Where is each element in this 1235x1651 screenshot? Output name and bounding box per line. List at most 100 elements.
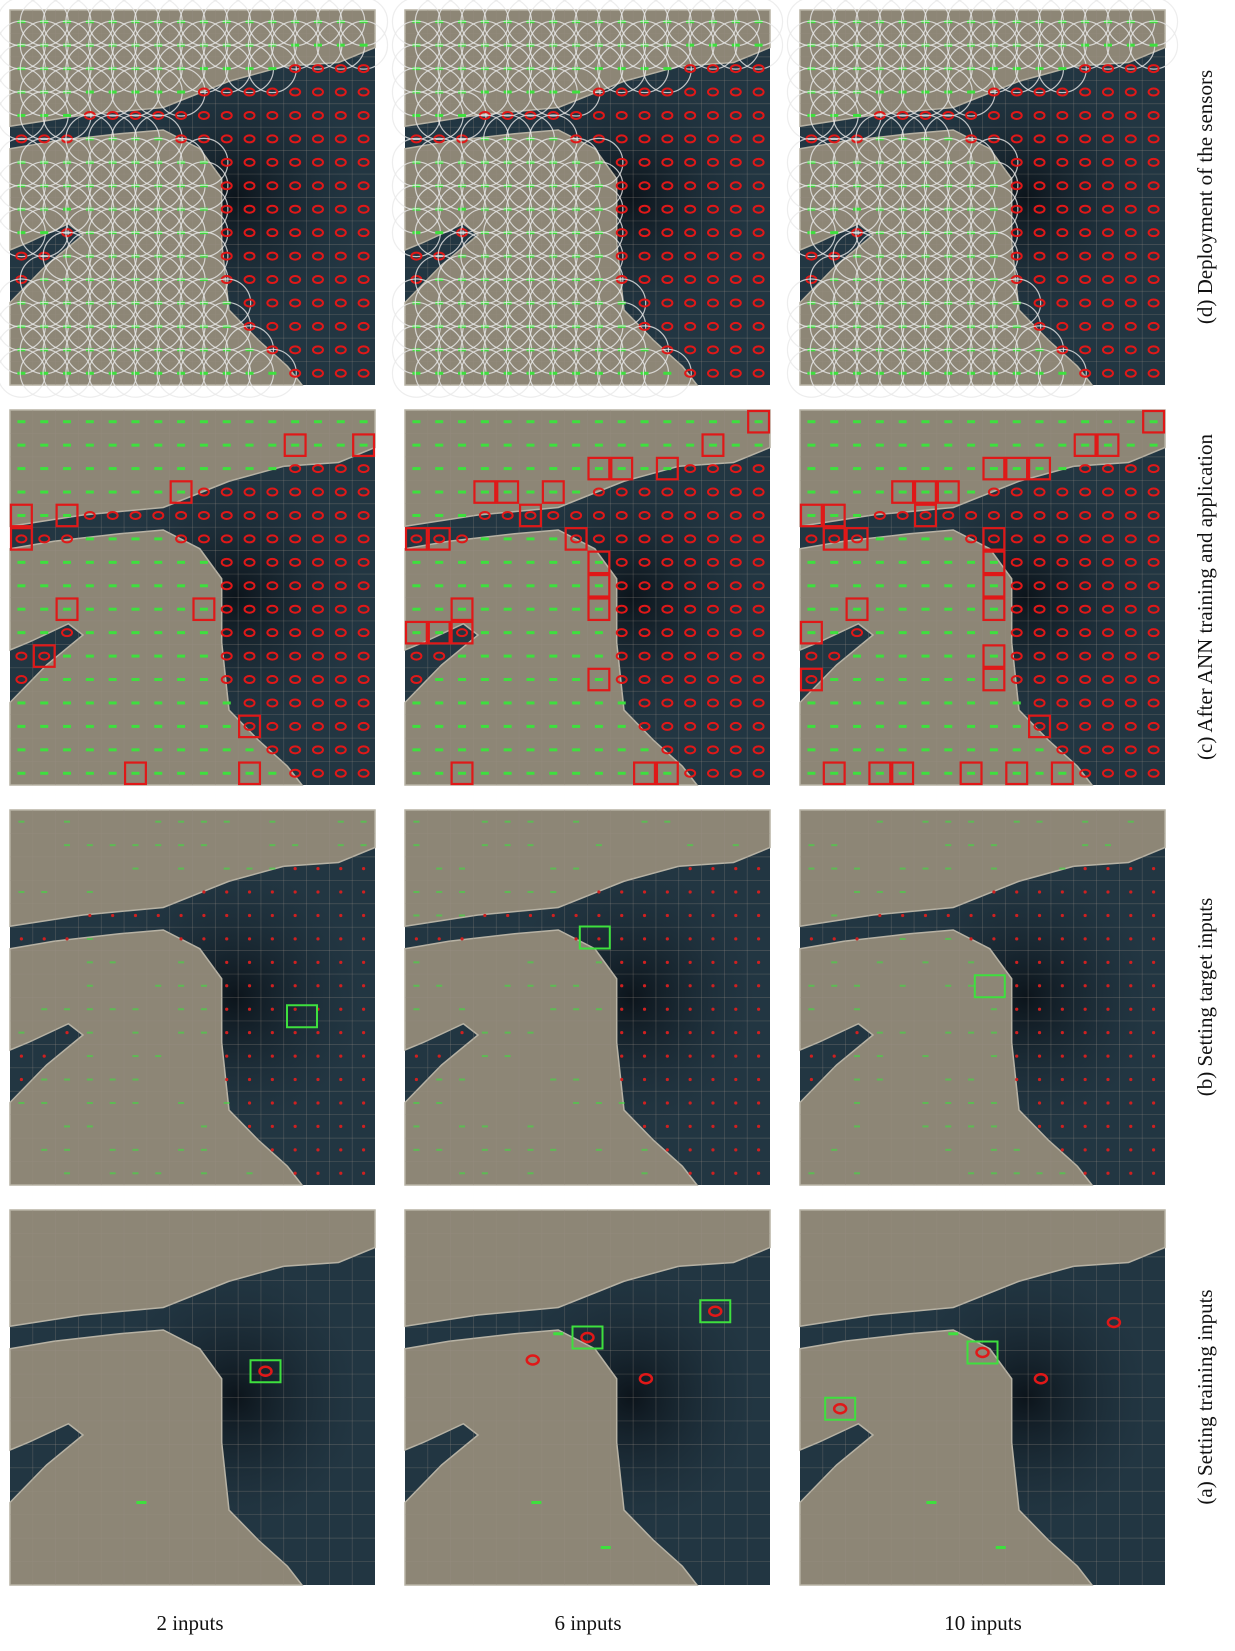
water-node xyxy=(1079,604,1092,614)
water-node xyxy=(357,721,370,731)
water-node xyxy=(289,368,302,378)
water-node xyxy=(729,628,742,638)
land-node xyxy=(360,844,367,847)
water-node xyxy=(243,204,256,214)
water-node xyxy=(684,557,697,567)
water-node xyxy=(1147,768,1160,778)
land-node xyxy=(572,771,581,775)
land-node xyxy=(436,1101,443,1104)
land-node xyxy=(412,420,421,424)
water-node xyxy=(243,157,256,167)
land-node xyxy=(132,1078,139,1081)
water-node xyxy=(592,110,605,120)
land-node xyxy=(108,560,117,564)
water-node xyxy=(734,984,738,988)
water-node xyxy=(334,368,347,378)
sensor xyxy=(268,67,277,71)
water-node xyxy=(756,1077,761,1082)
land-node xyxy=(898,631,907,635)
water-node xyxy=(665,1054,669,1058)
land-node xyxy=(459,1125,466,1128)
sensor xyxy=(222,371,231,375)
water-node xyxy=(684,134,697,144)
misclassified xyxy=(1005,456,1029,481)
water-node xyxy=(152,510,165,520)
water-node xyxy=(311,275,324,285)
land-node xyxy=(480,631,489,635)
sensor xyxy=(268,371,277,375)
land-node xyxy=(480,607,489,611)
sensor xyxy=(853,371,862,375)
water-node xyxy=(1147,628,1160,638)
land-node xyxy=(526,678,535,682)
sensor xyxy=(967,371,976,375)
land-node xyxy=(594,678,603,682)
water-node xyxy=(270,937,274,941)
training-water xyxy=(708,1305,723,1317)
water-node xyxy=(873,510,886,520)
water-node xyxy=(1015,984,1019,988)
land-node xyxy=(108,584,117,588)
land-node xyxy=(223,1101,230,1104)
water-node xyxy=(247,984,252,988)
water-node xyxy=(1079,368,1092,378)
water-node xyxy=(334,275,347,285)
water-node xyxy=(220,510,233,520)
land-node xyxy=(177,724,186,728)
land-node xyxy=(108,443,117,447)
land-node xyxy=(131,701,140,705)
water-node xyxy=(688,1007,692,1011)
water-node xyxy=(270,984,274,988)
land-node xyxy=(830,701,839,705)
water-node xyxy=(1101,651,1114,661)
land-node xyxy=(131,771,140,775)
land-node xyxy=(108,631,117,635)
water-node xyxy=(969,913,973,918)
map-panel xyxy=(9,809,376,1186)
land-node xyxy=(108,748,117,752)
map-panel xyxy=(404,809,771,1186)
land-node xyxy=(899,984,906,987)
water-node xyxy=(752,157,765,167)
land-node xyxy=(594,771,603,775)
land-node xyxy=(967,467,976,471)
land-node xyxy=(944,771,953,775)
water-node xyxy=(570,110,583,120)
water-node xyxy=(106,510,119,520)
water-node xyxy=(243,181,256,191)
water-node xyxy=(243,87,256,97)
misclassified xyxy=(238,714,262,739)
water-node xyxy=(270,890,274,894)
water-node xyxy=(1033,298,1046,308)
land-node xyxy=(549,607,558,611)
water-node xyxy=(638,510,651,520)
water-node xyxy=(551,913,555,918)
land-node xyxy=(412,467,421,471)
land-node xyxy=(63,748,72,752)
water-node xyxy=(311,228,324,238)
land-node xyxy=(573,1008,580,1011)
land-node xyxy=(504,820,511,823)
water-node xyxy=(311,487,324,497)
land-node xyxy=(503,724,512,728)
land-node xyxy=(807,560,816,564)
water-node xyxy=(1033,487,1046,497)
water-node xyxy=(1010,181,1023,191)
land-node xyxy=(854,1125,861,1128)
water-node xyxy=(734,1031,738,1035)
water-node xyxy=(1083,960,1087,964)
sensor xyxy=(807,113,816,117)
land-node xyxy=(17,467,26,471)
water-node xyxy=(456,534,469,544)
land-node xyxy=(1013,820,1020,823)
water-node xyxy=(711,1077,715,1082)
land-node xyxy=(549,748,558,752)
misclassified xyxy=(169,480,193,504)
land-node xyxy=(967,443,976,447)
water-node xyxy=(706,675,719,685)
land-node xyxy=(458,513,467,517)
water-node xyxy=(711,1054,715,1058)
water-node xyxy=(665,890,669,894)
land-node xyxy=(572,467,581,471)
water-node xyxy=(711,1031,715,1035)
